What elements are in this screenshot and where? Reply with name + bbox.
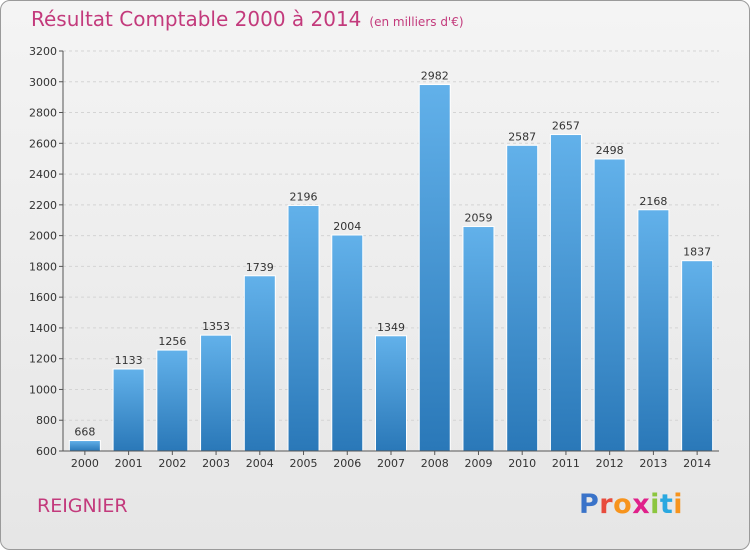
- commune-name: REIGNIER: [37, 495, 128, 517]
- x-tick-label-2006: 2006: [333, 457, 361, 470]
- x-tick-label-2004: 2004: [246, 457, 274, 470]
- y-tick-label: 3200: [29, 45, 57, 58]
- chart-title: Résultat Comptable 2000 à 2014 (en millie…: [31, 7, 464, 31]
- y-tick-label: 3000: [29, 76, 57, 89]
- y-tick-label: 2400: [29, 168, 57, 181]
- data-label-2000: 668: [74, 426, 95, 439]
- x-tick-label-2003: 2003: [202, 457, 230, 470]
- bar-2005[interactable]: [287, 204, 320, 452]
- x-tick-label-2002: 2002: [158, 457, 186, 470]
- data-label-2014: 1837: [683, 246, 711, 259]
- data-label-2009: 2059: [464, 212, 492, 225]
- x-tick-label-2000: 2000: [71, 457, 99, 470]
- x-tick-label-2014: 2014: [683, 457, 711, 470]
- y-tick-label: 600: [36, 445, 57, 458]
- data-label-2011: 2657: [552, 120, 580, 133]
- bar-2012[interactable]: [593, 158, 626, 452]
- x-tick-label-2005: 2005: [290, 457, 318, 470]
- labels: 600 800 1000 1200 1400 1600 1800 2000 2200 2400 26…: [29, 45, 711, 470]
- bar-2013[interactable]: [637, 209, 670, 452]
- bar-2003[interactable]: [200, 334, 233, 452]
- x-tick-label-2008: 2008: [421, 457, 449, 470]
- x-tick-label-2012: 2012: [596, 457, 624, 470]
- proxiti-logo[interactable]: Proxiti: [579, 489, 683, 520]
- y-tick-label: 1000: [29, 383, 57, 396]
- bar-2001[interactable]: [112, 368, 145, 452]
- logo-letter: i: [673, 489, 684, 520]
- logo-letter: o: [613, 489, 633, 520]
- y-tick-label: 1800: [29, 260, 57, 273]
- data-label-2003: 1353: [202, 320, 230, 333]
- data-label-2004: 1739: [246, 261, 274, 274]
- bar-2007[interactable]: [375, 335, 407, 452]
- data-label-2010: 2587: [508, 130, 536, 143]
- chart-subtitle: (en milliers d'€): [369, 15, 464, 29]
- y-tick-label: 1600: [29, 291, 57, 304]
- data-label-2012: 2498: [596, 144, 624, 157]
- data-label-2008: 2982: [421, 70, 449, 83]
- x-tick-label-2001: 2001: [115, 457, 143, 470]
- bar-2010[interactable]: [506, 144, 539, 452]
- bar-2009[interactable]: [462, 226, 495, 452]
- bars: [68, 84, 714, 452]
- axes: [59, 50, 719, 455]
- x-tick-label-2009: 2009: [464, 457, 492, 470]
- data-label-2001: 1133: [115, 354, 143, 367]
- data-label-2002: 1256: [158, 335, 186, 348]
- bar-2002[interactable]: [156, 349, 189, 452]
- x-tick-label-2010: 2010: [508, 457, 536, 470]
- chart-title-text: Résultat Comptable 2000 à 2014: [31, 7, 362, 31]
- y-tick-label: 2800: [29, 107, 57, 120]
- y-tick-label: 2000: [29, 230, 57, 243]
- y-tick-label: 1200: [29, 353, 57, 366]
- logo-letter: i: [650, 489, 660, 520]
- logo-letter: r: [599, 489, 614, 520]
- bar-2006[interactable]: [331, 234, 364, 452]
- bar-2008[interactable]: [418, 84, 451, 452]
- data-label-2005: 2196: [290, 190, 318, 203]
- y-tick-label: 2200: [29, 199, 57, 212]
- bar-2011[interactable]: [549, 134, 582, 452]
- x-tick-label-2013: 2013: [639, 457, 667, 470]
- data-label-2007: 1349: [377, 321, 405, 334]
- y-tick-label: 1400: [29, 322, 57, 335]
- x-tick-label-2011: 2011: [552, 457, 580, 470]
- x-tick-label-2007: 2007: [377, 457, 405, 470]
- bar-2014[interactable]: [681, 260, 714, 452]
- logo-letter: P: [579, 489, 600, 520]
- data-label-2006: 2004: [333, 220, 361, 233]
- data-label-2013: 2168: [639, 195, 667, 208]
- y-tick-label: 2600: [29, 137, 57, 150]
- logo-letter: x: [632, 489, 651, 520]
- bar-2000[interactable]: [68, 440, 101, 452]
- y-tick-label: 800: [36, 414, 57, 427]
- logo-letter: t: [659, 489, 674, 520]
- bar-2004[interactable]: [243, 275, 276, 452]
